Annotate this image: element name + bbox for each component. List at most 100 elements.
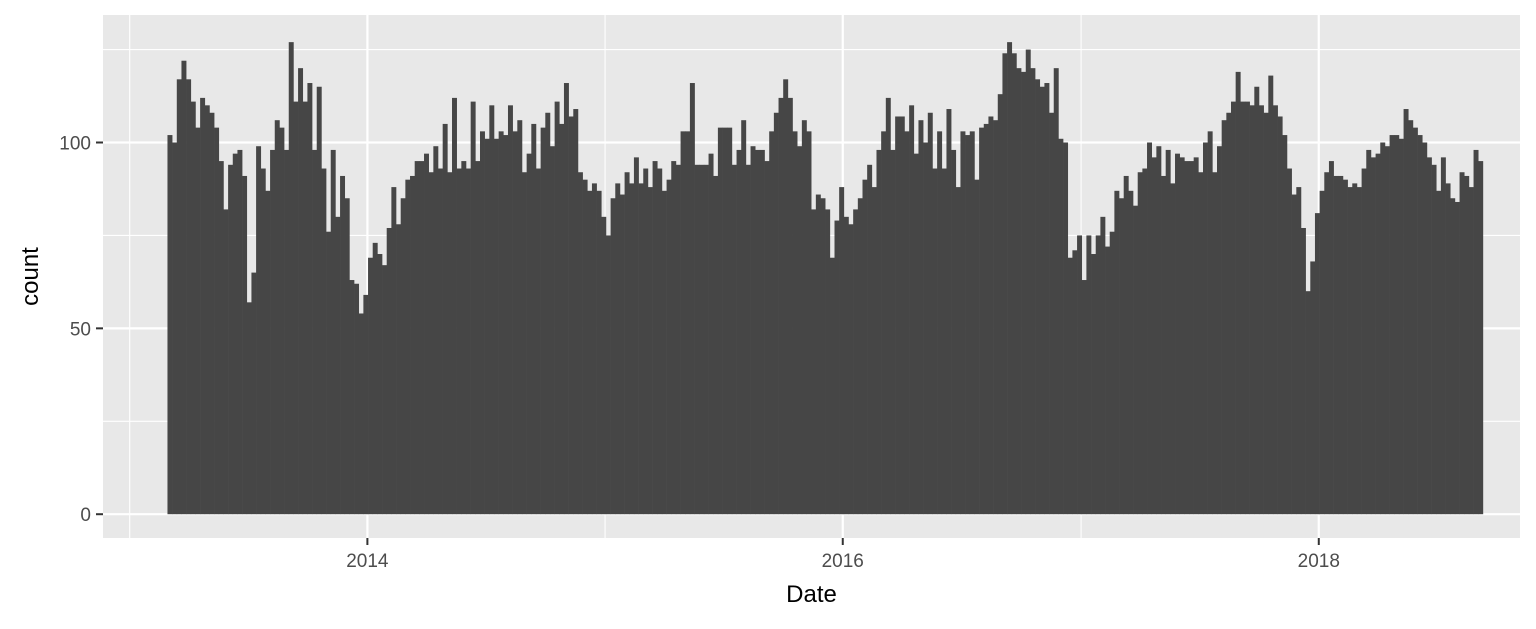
histogram-bar <box>293 101 299 515</box>
histogram-bar <box>479 131 485 515</box>
histogram-bar <box>218 161 224 515</box>
histogram-bar <box>568 116 574 515</box>
histogram-bar <box>1007 42 1013 515</box>
histogram-bar <box>587 190 593 515</box>
histogram-bar <box>1077 235 1083 515</box>
histogram-bar <box>825 209 831 515</box>
histogram-bar <box>1408 120 1414 515</box>
histogram-bar <box>349 280 355 515</box>
histogram-bar <box>741 120 747 515</box>
histogram-bar <box>1314 213 1320 515</box>
histogram-bar <box>689 83 695 515</box>
histogram-bar <box>1258 105 1264 515</box>
histogram-bar <box>1035 79 1041 515</box>
histogram-bar <box>475 161 481 515</box>
histogram-bar <box>507 105 513 515</box>
histogram-bar <box>512 131 518 515</box>
histogram-bar <box>1142 168 1148 515</box>
histogram-bar <box>1235 71 1241 515</box>
x-tick-label: 2016 <box>822 551 864 572</box>
histogram-bar <box>680 131 686 515</box>
histogram-bar <box>909 105 915 515</box>
histogram-bar <box>190 101 196 515</box>
histogram-bar <box>1086 235 1092 515</box>
histogram-bar <box>386 227 392 515</box>
histogram-bar <box>456 168 462 515</box>
x-axis-title: Date <box>786 581 837 608</box>
histogram-bar <box>652 161 658 515</box>
histogram-bar <box>937 131 943 515</box>
histogram-bar <box>228 164 234 515</box>
histogram-bar <box>1128 190 1134 515</box>
histogram-bar <box>694 164 700 515</box>
histogram-bar <box>899 116 905 515</box>
histogram-bar <box>979 127 985 515</box>
histogram-bar <box>573 109 579 515</box>
x-tick-label: 2014 <box>346 551 389 572</box>
histogram-bar <box>312 149 318 515</box>
histogram-bar <box>708 153 714 515</box>
histogram-bar <box>1263 112 1269 515</box>
histogram-bar <box>1212 172 1218 515</box>
histogram-bar <box>503 135 509 515</box>
histogram-bar <box>1342 179 1348 515</box>
histogram-bar <box>1473 149 1479 515</box>
histogram-bar <box>400 198 406 515</box>
histogram-bar <box>1440 157 1446 515</box>
histogram-bar <box>1039 86 1045 515</box>
histogram-bar <box>801 120 807 515</box>
histogram-bar <box>414 161 420 515</box>
histogram-bar <box>200 97 206 515</box>
histogram-bar <box>419 161 425 515</box>
histogram-bar <box>354 283 360 515</box>
histogram-bar <box>186 79 192 515</box>
histogram-bar <box>181 60 187 515</box>
histogram-bar <box>1254 86 1260 515</box>
histogram-bar <box>1119 198 1125 515</box>
histogram-bar <box>955 187 961 515</box>
histogram-bar <box>1450 198 1456 515</box>
histogram-bar <box>997 94 1003 515</box>
histogram-bar <box>405 179 411 515</box>
histogram-bar <box>582 179 588 515</box>
histogram-bar <box>1147 142 1152 515</box>
histogram-bar <box>223 209 229 515</box>
histogram-bar <box>591 183 597 515</box>
histogram-bar <box>1058 138 1064 515</box>
histogram-bar <box>1109 231 1115 515</box>
histogram-bar <box>1049 112 1055 515</box>
histogram-bar <box>1328 161 1334 515</box>
histogram-bar <box>251 272 257 515</box>
histogram-bar <box>848 224 854 515</box>
histogram-bar <box>340 175 346 515</box>
histogram-bar <box>279 127 285 515</box>
histogram-bar <box>531 123 537 515</box>
histogram-bar <box>1198 172 1204 515</box>
histogram-bar <box>843 216 849 515</box>
histogram-bar <box>787 97 793 515</box>
histogram-bar <box>1296 187 1302 515</box>
histogram-bar <box>559 123 565 515</box>
histogram-bar <box>797 146 803 515</box>
histogram-bar <box>1403 109 1409 515</box>
histogram-bar <box>1370 157 1376 515</box>
histogram-bar <box>1067 257 1073 515</box>
histogram-bar <box>330 149 336 515</box>
histogram-bar <box>1156 146 1162 515</box>
histogram-bar <box>489 105 495 515</box>
histogram-bar <box>470 101 476 515</box>
histogram-bar <box>601 216 607 515</box>
histogram-bar <box>372 242 378 515</box>
histogram-bar <box>517 120 523 515</box>
histogram-bar <box>1366 149 1372 515</box>
histogram-bar <box>172 142 178 515</box>
histogram-bar <box>1426 157 1432 515</box>
histogram-bar <box>853 209 859 515</box>
histogram-bar <box>577 172 583 515</box>
histogram-bar <box>1380 142 1386 515</box>
histogram-bar <box>624 172 630 515</box>
y-tick-label: 50 <box>70 319 91 340</box>
histogram-bar <box>759 149 765 515</box>
histogram-bar <box>424 153 429 515</box>
y-axis-title: count <box>17 247 44 306</box>
